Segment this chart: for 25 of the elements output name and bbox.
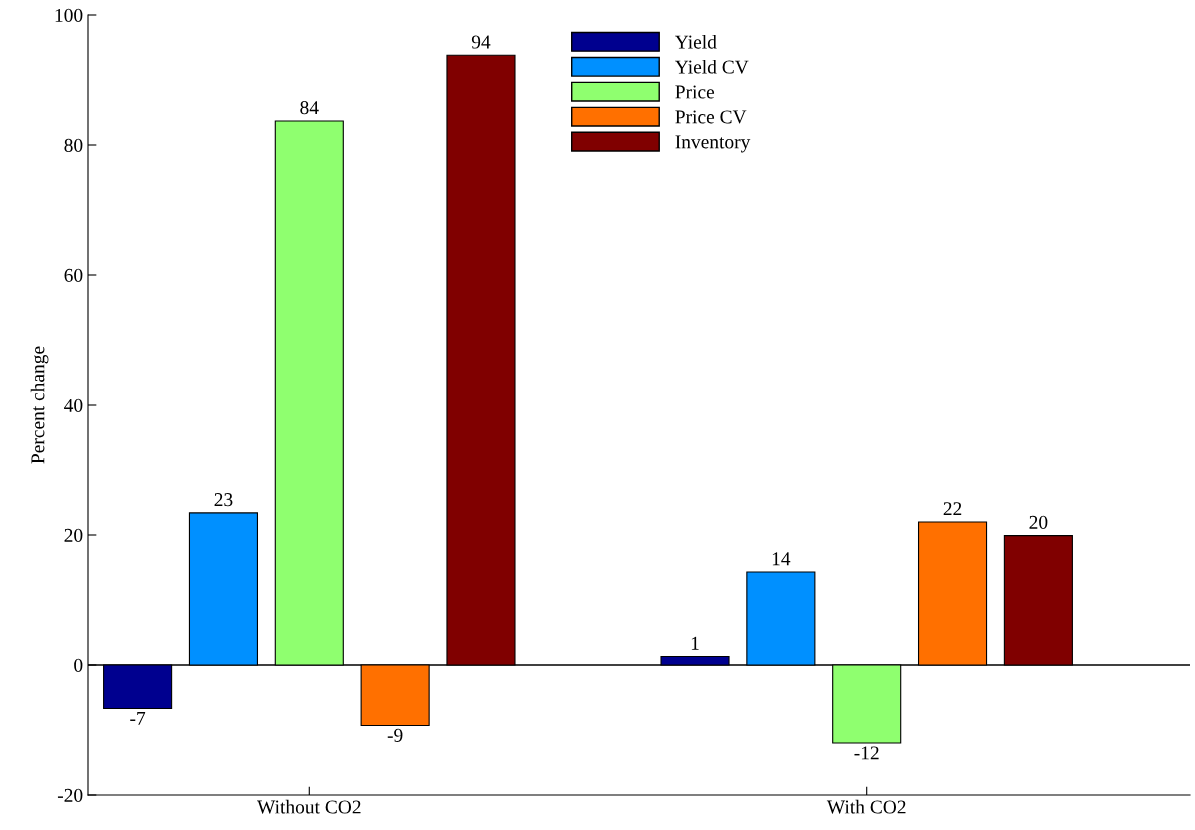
y-tick-label: 60 bbox=[64, 268, 83, 282]
data-label: 1 bbox=[691, 636, 699, 650]
legend-label: Yield CV bbox=[674, 59, 749, 74]
y-tick-label: 80 bbox=[64, 138, 83, 152]
y-tick-label: 20 bbox=[64, 528, 83, 542]
data-label: 94 bbox=[471, 35, 491, 49]
legend-label: Price CV bbox=[675, 110, 747, 124]
y-axis-title: Percent change bbox=[30, 346, 49, 464]
data-label: -9 bbox=[387, 728, 403, 742]
data-label: -7 bbox=[130, 712, 146, 725]
data-label: 22 bbox=[943, 502, 962, 516]
legend-label: Price bbox=[675, 85, 715, 99]
y-tick-label: 100 bbox=[55, 8, 83, 22]
data-label: 14 bbox=[772, 552, 791, 566]
x-tick-label: Without CO2 bbox=[257, 799, 361, 814]
y-tick-label: 40 bbox=[64, 398, 83, 412]
legend-label: Inventory bbox=[675, 135, 751, 153]
y-tick-label: -20 bbox=[57, 788, 83, 802]
data-label: 84 bbox=[300, 101, 319, 115]
data-label: -12 bbox=[854, 746, 879, 760]
data-label: 23 bbox=[214, 493, 233, 507]
legend-label: Yield bbox=[674, 34, 717, 49]
x-tick-label: With CO2 bbox=[826, 799, 906, 814]
y-tick-label: 0 bbox=[74, 658, 83, 672]
data-label: 20 bbox=[1029, 515, 1048, 529]
